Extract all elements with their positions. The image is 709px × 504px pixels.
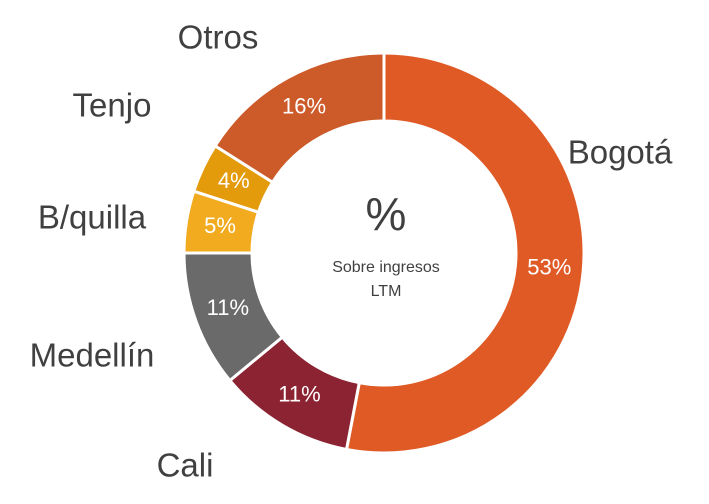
donut-segment (344, 51, 586, 455)
value-label: 5% (204, 213, 236, 238)
category-label: Medellín (30, 337, 155, 374)
category-label: Otros (178, 19, 259, 56)
donut-segment (213, 51, 386, 185)
center-text: LTM (371, 283, 402, 300)
value-label: 11% (207, 295, 249, 320)
value-label: 53% (527, 254, 571, 279)
value-label: 16% (282, 93, 326, 118)
category-label: Tenjo (73, 87, 152, 124)
category-label: Cali (157, 447, 214, 484)
center-symbol: % (366, 188, 407, 240)
value-label: 4% (218, 168, 250, 193)
category-label: B/quilla (38, 199, 147, 236)
center-text: Sobre ingresos (332, 259, 440, 276)
value-label: 11% (278, 382, 320, 407)
category-label: Bogotá (568, 134, 673, 171)
